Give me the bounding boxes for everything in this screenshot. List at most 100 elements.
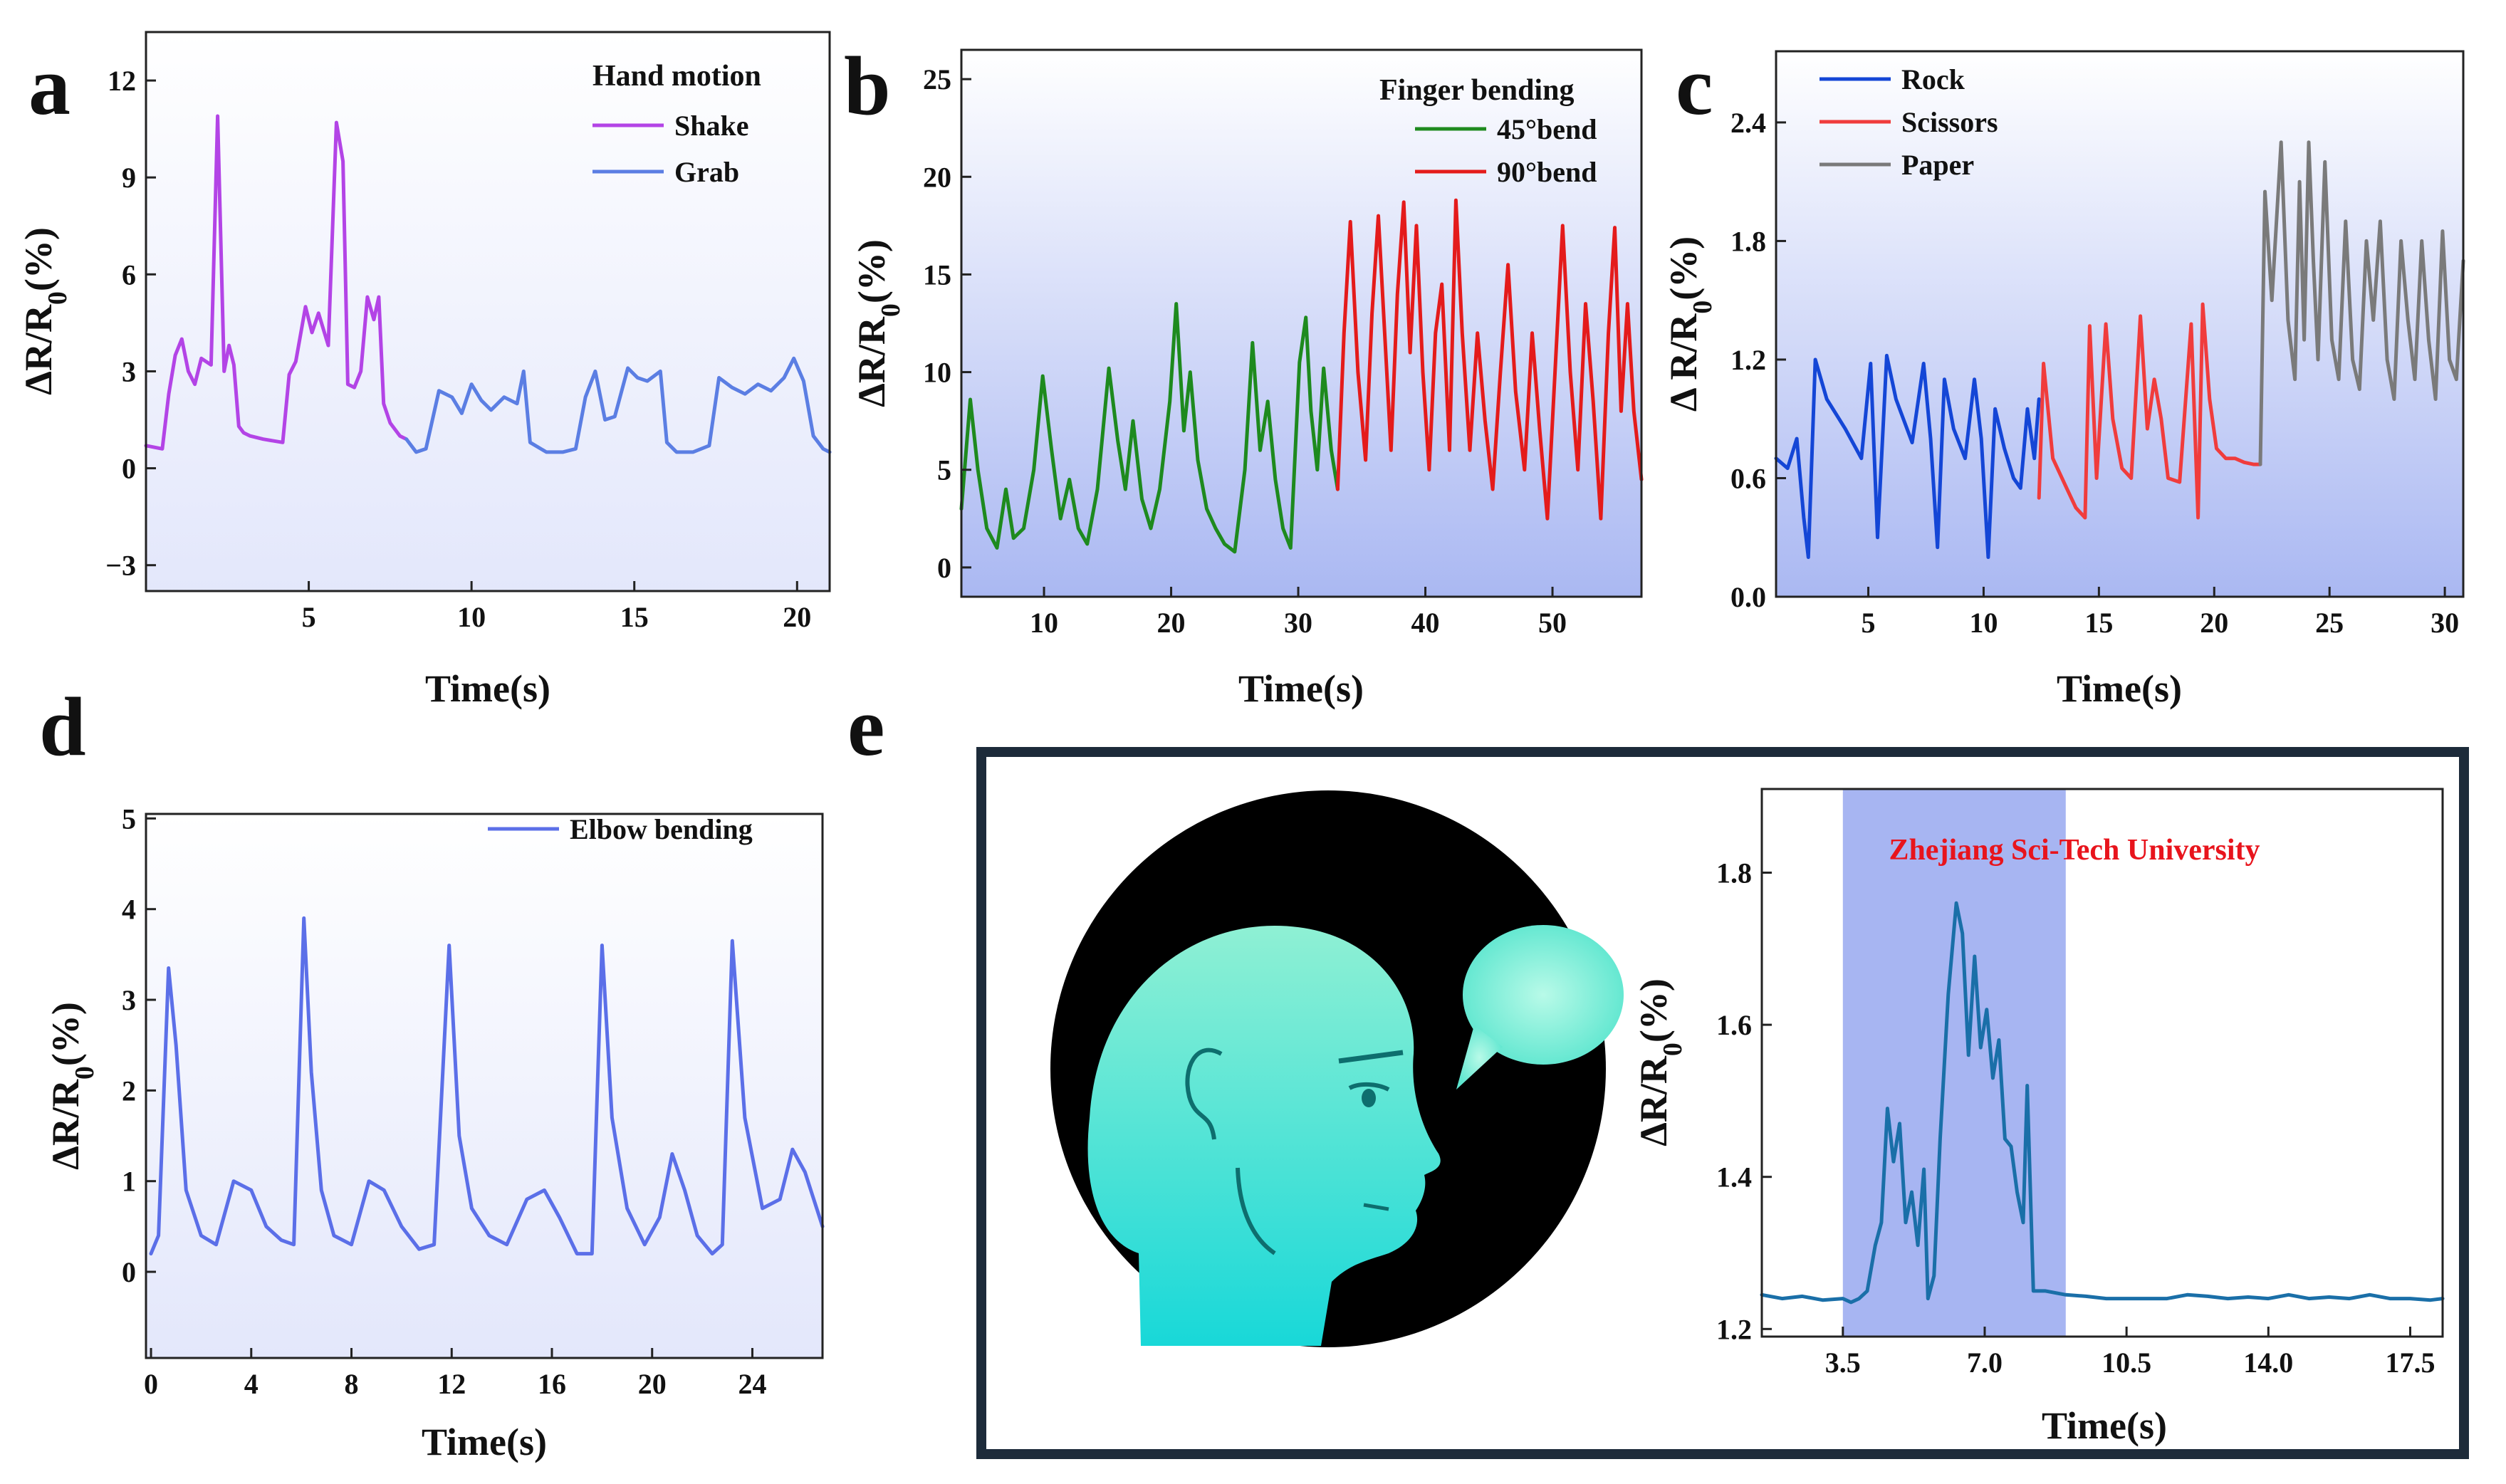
series-line-c-2 (2258, 140, 2465, 466)
x-tick-label-a: 10 (457, 601, 486, 633)
x-tick-label-b: 30 (1284, 607, 1312, 639)
legend-label-a: Shake (674, 110, 749, 142)
series-line-e-0 (1760, 901, 2445, 1305)
y-tick-label-e: 1.4 (1716, 1161, 1752, 1193)
annotation-university: Zhejiang Sci-Tech University (1889, 834, 2260, 867)
series-line-b-0 (959, 302, 1340, 554)
x-tick-label-a: 15 (620, 601, 649, 633)
x-tick-label-b: 40 (1411, 607, 1440, 639)
y-tick-label-d: 1 (122, 1166, 136, 1198)
panel-letter-e: e (847, 680, 884, 773)
x-axis-label-e: Time(s) (2042, 1404, 2167, 1447)
x-tick-label-c: 25 (2315, 607, 2344, 639)
x-tick-label-e: 3.5 (1825, 1347, 1861, 1379)
y-tick-label-a: 0 (122, 453, 136, 485)
y-tick-label-e: 1.8 (1716, 857, 1752, 889)
x-tick-label-d: 16 (538, 1368, 566, 1400)
series-line-b-1 (1335, 198, 1644, 521)
legend-label-c: Paper (1901, 149, 1974, 181)
y-tick-label-d: 5 (122, 803, 136, 835)
chart-panel-e: 3.5 7.0 10.5 14.0 17.5 1.2 1.4 1.6 1.8 Time(s) ΔR/… (847, 680, 2445, 1447)
axes-frame-c (1775, 50, 2465, 598)
y-axis-label-a: ΔR/R0(%) (17, 227, 73, 395)
y-tick-label-b: 20 (923, 161, 951, 193)
y-axis-label-e: ΔR/R0(%) (1632, 978, 1688, 1146)
y-tick-label-b: 10 (923, 357, 951, 389)
x-tick-label-d: 24 (738, 1368, 766, 1400)
x-axis-label-b: Time(s) (1238, 667, 1364, 710)
x-axis-label-c: Time(s) (2057, 667, 2182, 710)
y-tick-label-c: 0.0 (1730, 581, 1766, 613)
series-line-c-0 (1774, 353, 2041, 559)
x-tick-label-a: 20 (783, 601, 811, 633)
chart-panel-b: 10 20 30 40 50 0 5 10 15 20 25 Time(s) ΔR/R0(%) b Fing… (844, 39, 1644, 710)
x-tick-label-d: 0 (144, 1368, 158, 1400)
y-tick-label-b: 5 (937, 454, 951, 486)
chart-panel-c: 5 10 15 20 25 30 0.0 0.6 1.2 1.8 2.4 Time(s) Δ R/R0(… (1662, 39, 2465, 710)
series-line-a-1 (404, 356, 832, 454)
x-tick-label-c: 30 (2431, 607, 2459, 639)
y-axis-label-b: ΔR/R0(%) (850, 239, 906, 407)
y-tick-label-c: 1.8 (1730, 225, 1766, 257)
axes-frame-e (1760, 788, 2444, 1338)
legend-label-c: Rock (1901, 63, 1965, 95)
y-tick-label-e: 1.6 (1716, 1009, 1752, 1041)
y-axis-label-d: ΔR/R0(%) (44, 1002, 100, 1170)
series-line-a-0 (144, 114, 409, 451)
legend-title-b: Finger bending (1379, 74, 1574, 107)
x-tick-label-a: 5 (302, 601, 316, 633)
x-tick-label-c: 5 (1862, 607, 1876, 639)
chart-panel-a: 5 10 15 20 −3 0 3 6 9 12 Time(s) ΔR/R0(%) a Hand moti… (17, 31, 832, 710)
x-tick-label-d: 12 (437, 1368, 466, 1400)
x-tick-label-e: 17.5 (2385, 1347, 2435, 1379)
x-tick-label-e: 14.0 (2243, 1347, 2293, 1379)
speech-bubble-icon (1456, 925, 1624, 1090)
y-tick-label-b: 25 (923, 63, 951, 95)
panel-letter-b: b (844, 39, 891, 132)
axes-frame-a (145, 31, 831, 592)
x-tick-label-e: 7.0 (1967, 1347, 2003, 1379)
axes-frame-b (960, 48, 1643, 598)
y-tick-label-c: 1.2 (1730, 344, 1766, 376)
x-tick-label-c: 10 (1969, 607, 1998, 639)
plot-area-c (1776, 51, 2463, 597)
y-tick-label-c: 2.4 (1730, 107, 1766, 139)
y-axis-label-c: Δ R/R0(%) (1662, 236, 1718, 412)
legend-label-b: 90°bend (1497, 156, 1597, 188)
y-tick-label-b: 15 (923, 258, 951, 291)
y-tick-label-d: 3 (122, 984, 136, 1016)
x-tick-label-d: 20 (638, 1368, 667, 1400)
plot-area-d (146, 814, 823, 1358)
y-tick-label-d: 2 (122, 1075, 136, 1107)
legend-title-a: Hand motion (592, 60, 761, 93)
axes-frame-d (145, 812, 824, 1359)
highlight-region (1842, 789, 2066, 1337)
legend-label-b: 45°bend (1497, 113, 1597, 145)
y-tick-label-a: 12 (108, 65, 136, 97)
x-tick-label-d: 4 (244, 1368, 259, 1400)
y-tick-label-a: 6 (122, 258, 136, 291)
legend-label-a: Grab (674, 156, 739, 188)
y-tick-label-a: −3 (105, 550, 136, 582)
x-tick-label-c: 20 (2200, 607, 2228, 639)
y-tick-label-d: 0 (122, 1256, 136, 1288)
legend-label-d: Elbow bending (570, 813, 753, 845)
x-tick-label-c: 15 (2084, 607, 2113, 639)
legend-label-c: Scissors (1901, 106, 1998, 138)
x-tick-label-b: 20 (1157, 607, 1186, 639)
panel-letter-d: d (39, 680, 86, 773)
plot-area-a (146, 32, 830, 591)
panel-letter-a: a (28, 39, 71, 132)
y-tick-label-e: 1.2 (1716, 1313, 1752, 1345)
series-line-d-0 (149, 916, 825, 1256)
y-tick-label-c: 0.6 (1730, 462, 1766, 494)
y-tick-label-a: 9 (122, 162, 136, 194)
panel-letter-c: c (1676, 39, 1713, 132)
x-tick-label-b: 50 (1538, 607, 1567, 639)
y-tick-label-a: 3 (122, 355, 136, 387)
x-axis-label-a: Time(s) (425, 667, 550, 710)
series-line-c-1 (2037, 302, 2262, 520)
